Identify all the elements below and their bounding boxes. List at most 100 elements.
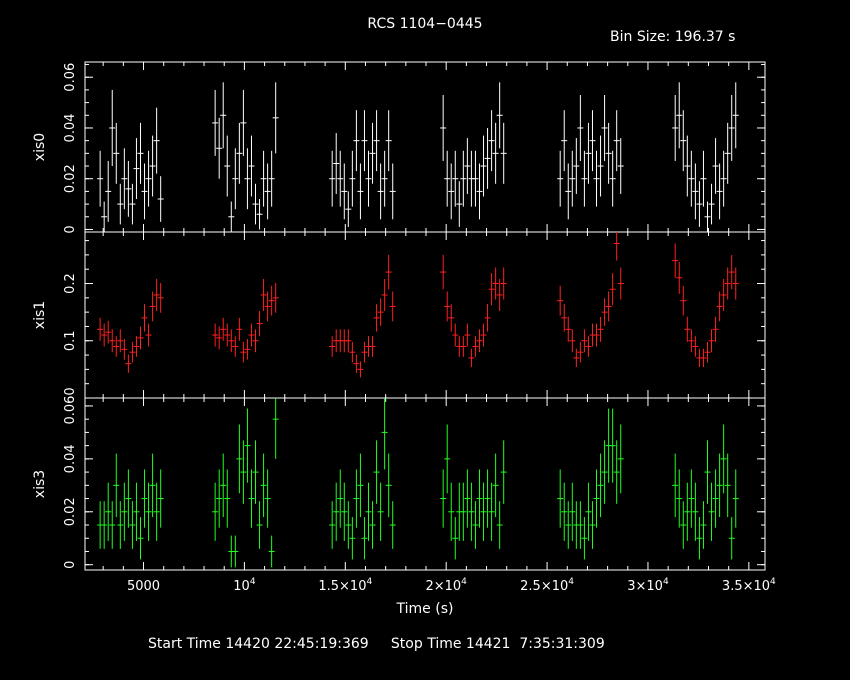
data-point (692, 482, 699, 541)
bin-size-label: Bin Size: 196.37 s (610, 29, 736, 45)
data-point (492, 267, 499, 300)
data-point (381, 398, 388, 470)
data-point (109, 329, 116, 353)
data-point (153, 482, 160, 541)
data-point (329, 150, 336, 207)
data-point (460, 150, 467, 207)
data-point (369, 336, 376, 357)
data-point (468, 482, 475, 541)
data-point (385, 453, 392, 518)
data-point (149, 453, 156, 518)
data-point (480, 482, 487, 541)
data-point (224, 135, 231, 197)
data-point (565, 316, 572, 342)
data-point (464, 323, 471, 347)
y-tick-label: 0 (63, 561, 78, 569)
data-point (365, 150, 372, 207)
data-point (484, 304, 491, 332)
data-point (133, 336, 140, 357)
data-point (716, 453, 723, 518)
data-point (617, 138, 624, 194)
data-point (256, 310, 263, 337)
data-point (716, 291, 723, 322)
data-point (341, 163, 348, 220)
y-tick-label: 0.06 (63, 63, 78, 92)
panel-xis3: 0 0.02 0.04 0.060 xis3 (32, 387, 766, 571)
y-tick-label: 0.2 (63, 273, 78, 294)
y-tick-label: 0 (63, 225, 78, 233)
data-point (440, 254, 447, 290)
data-point (117, 183, 124, 225)
data-point (472, 336, 479, 357)
data-point (260, 278, 267, 311)
data-point (353, 469, 360, 528)
data-point (484, 127, 491, 189)
data-point (712, 138, 719, 194)
panel-frame (84, 61, 766, 233)
data-point (452, 517, 459, 560)
data-point (452, 150, 459, 207)
y-tick-label: 0.1 (63, 330, 78, 351)
data-point (381, 278, 388, 311)
data-point (708, 329, 715, 353)
data-point (557, 150, 564, 207)
data-point (236, 122, 243, 184)
panel-frame (84, 231, 766, 399)
data-point (145, 150, 152, 207)
data-point (149, 135, 156, 197)
data-point (444, 291, 451, 322)
data-point (232, 535, 239, 568)
data-point (585, 336, 592, 357)
data-point (157, 282, 164, 313)
data-point (448, 163, 455, 220)
data-point (708, 183, 715, 225)
data-point (593, 150, 600, 207)
data-point (484, 469, 491, 528)
data-point (561, 482, 568, 541)
data-point (353, 110, 360, 172)
data-point (389, 501, 396, 549)
data-point (597, 135, 604, 197)
data-point (724, 267, 731, 300)
data-point (496, 501, 503, 549)
data-point (264, 163, 271, 220)
data-point (121, 482, 128, 541)
data-point (480, 323, 487, 347)
data-point (228, 201, 235, 232)
y-tick-label: 0.04 (63, 444, 78, 473)
data-point (605, 291, 612, 322)
data-point (149, 291, 156, 322)
data-point (692, 163, 699, 220)
data-point (329, 336, 336, 357)
data-point (444, 150, 451, 207)
data-point (272, 282, 279, 313)
data-point (232, 148, 239, 210)
data-point (337, 469, 344, 528)
data-point (141, 304, 148, 332)
data-point (345, 501, 352, 549)
data-point (456, 181, 463, 227)
data-point (137, 326, 144, 350)
x-tick-label: 104 (233, 577, 256, 594)
data-point (349, 517, 356, 560)
data-point (228, 329, 235, 353)
data-point (105, 160, 112, 222)
data-point (252, 183, 259, 225)
data-point (440, 94, 447, 161)
data-point (577, 94, 584, 161)
data-point (720, 278, 727, 311)
x-tick-label: 2×104 (425, 577, 467, 594)
data-point (712, 469, 719, 528)
data-point (708, 482, 715, 541)
data-point (609, 150, 616, 207)
data-point (680, 501, 687, 549)
data-point (720, 424, 727, 494)
data-point (365, 482, 372, 541)
data-point (732, 267, 739, 300)
data-point (557, 285, 564, 316)
data-point (248, 323, 255, 347)
data-point (109, 501, 116, 549)
data-point (704, 201, 711, 232)
data-point (369, 501, 376, 549)
data-point (157, 176, 164, 222)
